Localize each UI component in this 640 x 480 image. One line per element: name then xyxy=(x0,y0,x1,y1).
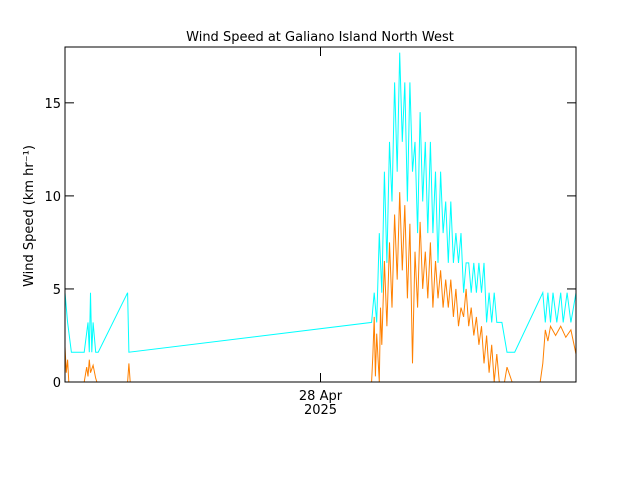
y-tick-label: 0 xyxy=(53,376,61,391)
plot-frame xyxy=(64,46,577,383)
x-tick-label: 28 Apr 2025 xyxy=(298,389,343,418)
chart-title: Wind Speed at Galiano Island North West xyxy=(186,30,454,45)
y-tick-label: 10 xyxy=(44,190,61,205)
data-line xyxy=(64,192,577,383)
y-tick-label: 5 xyxy=(53,283,61,298)
y-axis-label: Wind Speed (km hr⁻¹) xyxy=(22,145,37,287)
data-line xyxy=(64,52,577,353)
y-tick-label: 15 xyxy=(44,97,61,112)
